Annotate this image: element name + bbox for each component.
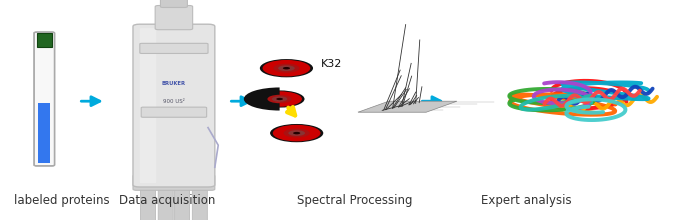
Ellipse shape bbox=[273, 64, 299, 73]
Ellipse shape bbox=[267, 95, 292, 103]
FancyBboxPatch shape bbox=[140, 189, 155, 220]
FancyBboxPatch shape bbox=[34, 32, 55, 166]
Text: labeled proteins: labeled proteins bbox=[14, 194, 109, 207]
Text: BRUKER: BRUKER bbox=[162, 81, 186, 86]
FancyBboxPatch shape bbox=[192, 189, 207, 220]
Text: 900 US²: 900 US² bbox=[163, 99, 185, 104]
Wedge shape bbox=[258, 92, 302, 106]
Bar bbox=[37, 33, 52, 47]
Ellipse shape bbox=[255, 90, 305, 108]
FancyBboxPatch shape bbox=[175, 189, 190, 220]
Ellipse shape bbox=[283, 67, 290, 70]
FancyBboxPatch shape bbox=[133, 24, 215, 187]
Text: K32: K32 bbox=[321, 59, 342, 69]
FancyBboxPatch shape bbox=[155, 6, 193, 30]
Ellipse shape bbox=[276, 98, 283, 100]
Ellipse shape bbox=[263, 60, 310, 76]
FancyBboxPatch shape bbox=[140, 28, 156, 183]
Ellipse shape bbox=[293, 132, 300, 134]
Text: Spectral Processing: Spectral Processing bbox=[297, 194, 412, 207]
Ellipse shape bbox=[278, 65, 295, 71]
FancyBboxPatch shape bbox=[140, 43, 208, 53]
Text: Expert analysis: Expert analysis bbox=[481, 194, 572, 207]
Ellipse shape bbox=[284, 128, 310, 138]
Ellipse shape bbox=[272, 96, 287, 102]
Ellipse shape bbox=[273, 125, 321, 141]
Bar bbox=[38, 103, 50, 163]
Ellipse shape bbox=[270, 124, 323, 142]
Wedge shape bbox=[244, 87, 280, 110]
Text: Data acquisition: Data acquisition bbox=[119, 194, 216, 207]
Ellipse shape bbox=[257, 91, 302, 107]
FancyBboxPatch shape bbox=[158, 189, 173, 220]
FancyBboxPatch shape bbox=[141, 107, 207, 117]
Ellipse shape bbox=[288, 130, 305, 136]
Polygon shape bbox=[358, 101, 457, 112]
FancyBboxPatch shape bbox=[160, 0, 188, 7]
Ellipse shape bbox=[260, 59, 313, 77]
FancyBboxPatch shape bbox=[133, 175, 215, 190]
